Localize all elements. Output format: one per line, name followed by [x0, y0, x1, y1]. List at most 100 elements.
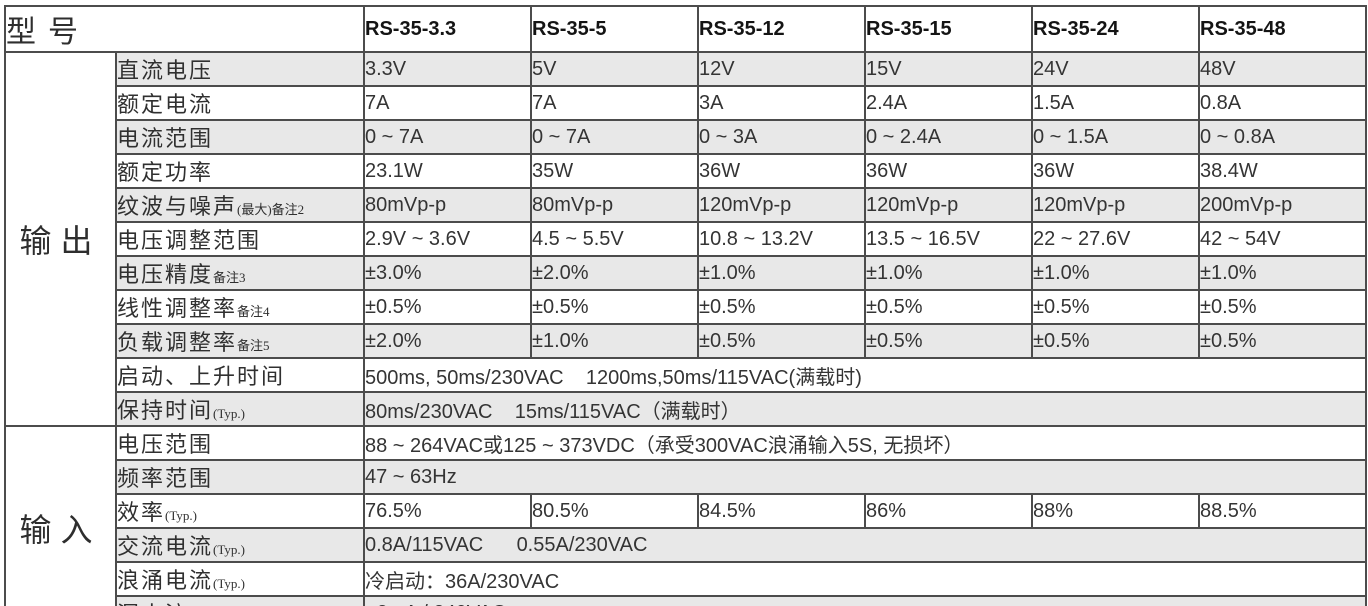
row-label-suffix: (Typ.) — [213, 542, 245, 557]
cell-value-span: 80ms/230VAC 15ms/115VAC（满载时） — [363, 391, 1367, 427]
row-label-text: 纹波与噪声 — [117, 194, 238, 219]
cell-value: 84.5% — [697, 493, 866, 529]
model-name-rs-35-15: RS-35-15 — [864, 5, 1033, 53]
row-label-text: 效率 — [117, 500, 166, 525]
row-label-suffix: (最大)备注2 — [237, 202, 305, 217]
cell-value: ±1.0% — [864, 255, 1033, 291]
cell-value: ±1.0% — [530, 323, 699, 359]
row-label-suffix: (Typ.) — [165, 508, 197, 523]
cell-value: ±0.5% — [864, 289, 1033, 325]
cell-value: ±0.5% — [864, 323, 1033, 359]
cell-value: ±0.5% — [697, 289, 866, 325]
cell-value: ±0.5% — [1198, 323, 1367, 359]
row-label-voltage-adj-range: 电压调整范围 — [115, 221, 365, 257]
model-name-rs-35-24: RS-35-24 — [1031, 5, 1200, 53]
model-name-rs-35-3-3: RS-35-3.3 — [363, 5, 532, 53]
cell-value: 120mVp-p — [697, 187, 866, 223]
row-label-suffix: (Typ.) — [213, 576, 245, 591]
row-line-regulation: 线性调整率备注4 ±0.5% ±0.5% ±0.5% ±0.5% ±0.5% ±… — [5, 289, 1367, 325]
row-inrush-current: 浪涌电流(Typ.) 冷启动：36A/230VAC — [5, 561, 1367, 597]
cell-value: 42 ~ 54V — [1198, 221, 1367, 257]
cell-value-span: <2mA / 240VAC — [363, 595, 1367, 606]
cell-value: ±1.0% — [1031, 255, 1200, 291]
row-label-voltage-accuracy: 电压精度备注3 — [115, 255, 365, 291]
row-label-suffix: 备注5 — [237, 338, 270, 353]
row-dc-voltage: 输出 直流电压 3.3V 5V 12V 15V 24V 48V — [4, 51, 1367, 427]
cell-value: 36W — [697, 153, 866, 189]
cell-value: 7A — [363, 85, 532, 121]
cell-value-span: 冷启动：36A/230VAC — [363, 561, 1367, 597]
cell-value: 35W — [530, 153, 699, 189]
cell-value: 0 ~ 1.5A — [1031, 119, 1200, 155]
cell-value: 120mVp-p — [864, 187, 1033, 223]
row-ripple-noise: 纹波与噪声(最大)备注2 80mVp-p 80mVp-p 120mVp-p 12… — [5, 187, 1367, 223]
section-output-label: 输出 — [4, 51, 117, 427]
row-label-text: 额定功率 — [117, 160, 214, 185]
cell-value-span: 47 ~ 63Hz — [363, 459, 1367, 495]
row-label-inrush-current: 浪涌电流(Typ.) — [115, 561, 365, 597]
cell-value: ±1.0% — [1198, 255, 1367, 291]
row-label-text: 交流电流 — [117, 534, 214, 559]
cell-value: ±1.0% — [697, 255, 866, 291]
spec-table: 型号 RS-35-3.3 RS-35-5 RS-35-12 RS-35-15 R… — [4, 5, 1367, 606]
row-label-text: 直流电压 — [117, 58, 214, 83]
row-label-text: 负载调整率 — [117, 330, 238, 355]
cell-value: ±3.0% — [363, 255, 532, 291]
row-voltage-range: 输入 电压范围 88 ~ 264VAC或125 ~ 373VDC（承受300VA… — [4, 425, 1367, 606]
row-label-line-regulation: 线性调整率备注4 — [115, 289, 365, 325]
row-label-current-range: 电流范围 — [115, 119, 365, 155]
row-frequency-range: 频率范围 47 ~ 63Hz — [5, 459, 1367, 495]
row-label-text: 电流范围 — [117, 126, 214, 151]
cell-value: 3A — [697, 85, 866, 121]
row-label-efficiency: 效率(Typ.) — [115, 493, 365, 529]
cell-value: ±2.0% — [530, 255, 699, 291]
row-label-text: 浪涌电流 — [117, 568, 214, 593]
cell-value: 13.5 ~ 16.5V — [864, 221, 1033, 257]
row-label-text: 电压调整范围 — [117, 228, 262, 253]
cell-value: 80.5% — [530, 493, 699, 529]
cell-value-span: 500ms, 50ms/230VAC 1200ms,50ms/115VAC(满载… — [363, 357, 1367, 393]
cell-value: ±0.5% — [363, 289, 532, 325]
cell-value: 0 ~ 3A — [697, 119, 866, 155]
row-voltage-adj-range: 电压调整范围 2.9V ~ 3.6V 4.5 ~ 5.5V 10.8 ~ 13.… — [5, 221, 1367, 257]
row-label-text: 漏电流 — [118, 602, 189, 606]
row-label-rated-current: 额定电流 — [115, 85, 365, 121]
cell-value: 48V — [1198, 51, 1367, 87]
model-column-header: 型号 — [4, 5, 365, 53]
cell-value: ±0.5% — [1031, 323, 1200, 359]
row-label-ripple-noise: 纹波与噪声(最大)备注2 — [115, 187, 365, 223]
cell-value: ±0.5% — [1198, 289, 1367, 325]
cell-value: 76.5% — [363, 493, 532, 529]
row-label-voltage-range: 电压范围 — [115, 425, 365, 461]
cell-value: 2.4A — [864, 85, 1033, 121]
cell-value: 0 ~ 2.4A — [864, 119, 1033, 155]
row-label-text: 启动、上升时间 — [117, 364, 286, 389]
row-hold-up-time: 保持时间(Typ.) 80ms/230VAC 15ms/115VAC（满载时） — [5, 391, 1367, 427]
model-name-rs-35-48: RS-35-48 — [1198, 5, 1367, 53]
cell-value: ±0.5% — [697, 323, 866, 359]
row-label-dc-voltage: 直流电压 — [115, 51, 365, 87]
cell-value: 2.9V ~ 3.6V — [363, 221, 532, 257]
cell-value: 200mVp-p — [1198, 187, 1367, 223]
cell-value: 88% — [1031, 493, 1200, 529]
cell-value: 22 ~ 27.6V — [1031, 221, 1200, 257]
row-label-text: 保持时间 — [117, 398, 214, 423]
cell-value: 3.3V — [363, 51, 532, 87]
cell-value: 12V — [697, 51, 866, 87]
row-rated-current: 额定电流 7A 7A 3A 2.4A 1.5A 0.8A — [5, 85, 1367, 121]
cell-value: 1.5A — [1031, 85, 1200, 121]
cell-value: 80mVp-p — [530, 187, 699, 223]
cell-value: 7A — [530, 85, 699, 121]
row-label-load-regulation: 负载调整率备注5 — [115, 323, 365, 359]
cell-value: 120mVp-p — [1031, 187, 1200, 223]
cell-value: 15V — [864, 51, 1033, 87]
row-label-text: 线性调整率 — [117, 296, 238, 321]
section-input-label: 输入 — [4, 425, 117, 606]
row-setup-rise-time: 启动、上升时间 500ms, 50ms/230VAC 1200ms,50ms/1… — [5, 357, 1367, 393]
cell-value: 36W — [1031, 153, 1200, 189]
cell-value: 4.5 ~ 5.5V — [530, 221, 699, 257]
row-label-text: 电压范围 — [117, 432, 214, 457]
model-name-rs-35-12: RS-35-12 — [697, 5, 866, 53]
row-leakage-current: 漏电流 <2mA / 240VAC — [5, 595, 1367, 606]
model-name-rs-35-5: RS-35-5 — [530, 5, 699, 53]
